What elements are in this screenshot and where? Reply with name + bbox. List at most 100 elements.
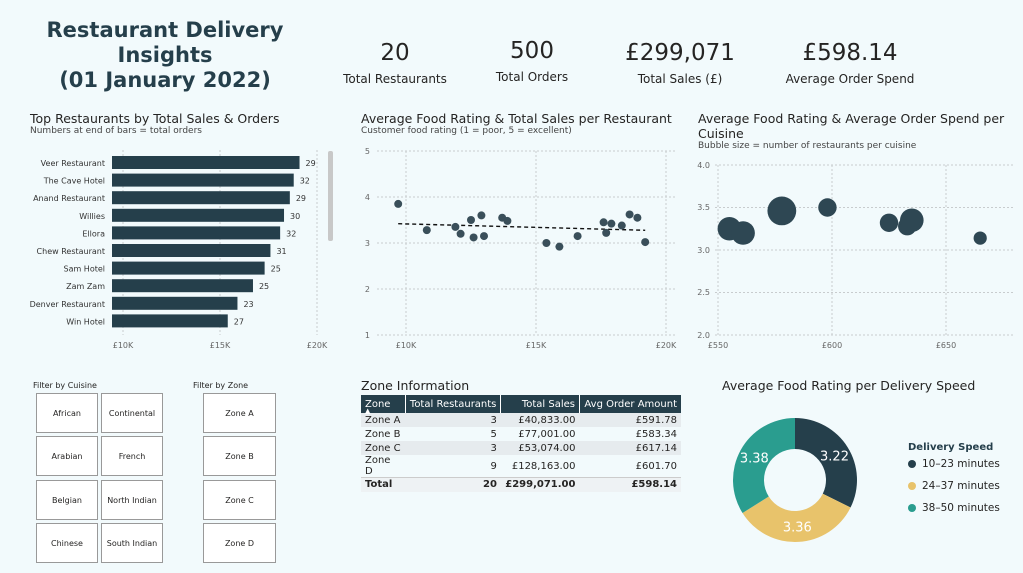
zone-tile-c[interactable]: Zone C: [203, 480, 276, 520]
legend-label: 10–23 minutes: [922, 458, 1000, 470]
bar: [112, 173, 294, 187]
bar: [112, 156, 300, 169]
data-label: 3.38: [740, 452, 769, 467]
table-cell: 20: [405, 477, 501, 492]
data-label: 25: [271, 265, 281, 274]
sort-ascending-icon: ▲: [365, 407, 371, 415]
cuisine-tile-french[interactable]: French: [101, 436, 163, 476]
kpi-average-order-spend: £598.14 Average Order Spend: [775, 40, 925, 86]
category-label: Willies: [79, 212, 105, 221]
column-header-total-sales[interactable]: Total Sales: [500, 395, 580, 413]
x-tick: £15K: [210, 341, 231, 350]
bar: [112, 244, 271, 257]
data-point: [456, 229, 465, 238]
bubble: [731, 221, 755, 245]
kpi-value: £299,071: [625, 40, 735, 66]
table-cell: 3: [405, 413, 501, 427]
data-point: [469, 233, 478, 242]
data-point: [503, 216, 512, 225]
bar: [112, 208, 285, 222]
page-title: Restaurant Delivery Insights (01 January…: [30, 18, 300, 93]
kpi-label: Total Sales (£): [637, 72, 723, 86]
category-label: The Cave Hotel: [43, 177, 105, 186]
x-tick: £10K: [113, 341, 134, 350]
donut-legend: Delivery Speed 10–23 minutes 24–37 minut…: [908, 442, 1000, 519]
zone-tile-a[interactable]: Zone A: [203, 393, 276, 433]
table-row: Zone B 5 £77,001.00 £583.34: [361, 427, 681, 441]
category-label: Veer Restaurant: [41, 159, 105, 168]
y-tick: 3.0: [697, 246, 710, 255]
zone-tile-b[interactable]: Zone B: [203, 436, 276, 476]
table-cell: £598.14: [579, 477, 681, 492]
y-tick: 3: [365, 239, 370, 248]
cuisine-tile-north-indian[interactable]: North Indian: [101, 480, 163, 520]
bar-chart-scrollbar[interactable]: [328, 151, 333, 241]
data-point: [542, 239, 551, 247]
category-label: Chew Restaurant: [37, 247, 105, 256]
title-line-3: (01 January 2022): [59, 68, 271, 92]
bubble: [900, 208, 924, 233]
bubble: [973, 231, 987, 245]
y-tick: 3.5: [697, 203, 710, 212]
category-label: Anand Restaurant: [33, 194, 105, 203]
data-label: 31: [276, 247, 286, 256]
cuisine-filter-label: Filter by Cuisine: [33, 381, 97, 390]
bar-chart-subtitle: Numbers at end of bars = total orders: [30, 126, 202, 136]
cuisine-tile-african[interactable]: African: [36, 393, 98, 433]
legend-item[interactable]: 10–23 minutes: [908, 453, 1000, 475]
column-header-avg-order-amount[interactable]: Avg Order Amount: [579, 395, 681, 413]
y-tick: 2.5: [697, 288, 710, 297]
table-cell: Zone C: [361, 441, 405, 455]
zone-tile-d[interactable]: Zone D: [203, 523, 276, 563]
cuisine-tile-south-indian[interactable]: South Indian: [101, 523, 163, 563]
zone-filter: Zone A Zone B Zone C Zone D: [203, 393, 278, 568]
table-cell: Zone B: [365, 428, 401, 440]
table-cell: £77,001.00: [518, 428, 576, 440]
legend-item[interactable]: 24–37 minutes: [908, 475, 1000, 497]
bubble: [818, 198, 837, 217]
x-tick: £550: [708, 341, 728, 350]
scatter-chart-header: Average Food Rating & Total Sales per Re…: [361, 111, 681, 136]
data-point: [599, 218, 608, 227]
x-tick: £600: [822, 341, 842, 350]
cuisine-tile-belgian[interactable]: Belgian: [36, 480, 98, 520]
category-label: Sam Hotel: [63, 265, 105, 274]
column-header-label: Zone: [365, 398, 391, 410]
data-label: 30: [290, 212, 300, 221]
data-label: 32: [286, 229, 296, 238]
bar: [112, 226, 281, 240]
bar: [112, 296, 238, 310]
legend-label: 24–37 minutes: [922, 480, 1000, 492]
y-tick: 1: [365, 331, 370, 340]
data-point: [607, 219, 616, 228]
legend-dot-icon: [908, 460, 916, 468]
x-tick: £650: [936, 341, 956, 350]
table-cell: 9: [490, 460, 497, 472]
zone-table: Zone ▲ Total Restaurants Total Sales Avg…: [361, 395, 681, 492]
cuisine-tile-chinese[interactable]: Chinese: [36, 523, 98, 563]
legend-label: 38–50 minutes: [922, 502, 1000, 514]
kpi-value: 20: [380, 40, 410, 66]
category-label: Denver Restaurant: [30, 300, 105, 309]
data-point: [602, 228, 611, 237]
kpi-total-restaurants: 20 Total Restaurants: [335, 40, 455, 86]
cuisine-tile-arabian[interactable]: Arabian: [36, 436, 98, 476]
table-cell: Zone D: [365, 455, 391, 477]
bubble-chart-title-line-1: Average Food Rating & Average Order Spen…: [698, 111, 1005, 126]
category-label: Win Hotel: [66, 317, 105, 326]
cuisine-tile-continental[interactable]: Continental: [101, 393, 163, 433]
data-point: [422, 226, 431, 235]
donut-slice: [742, 493, 851, 542]
title-line-1: Restaurant Delivery: [46, 18, 284, 42]
table-cell: 3: [405, 441, 501, 455]
cuisine-filter: African Continental Arabian French Belgi…: [36, 393, 166, 568]
bar: [112, 191, 290, 205]
legend-item[interactable]: 38–50 minutes: [908, 497, 1000, 519]
column-header-zone[interactable]: Zone ▲: [361, 395, 406, 415]
column-header-total-restaurants[interactable]: Total Restaurants: [405, 395, 502, 413]
bar: [112, 314, 228, 328]
kpi-label: Total Restaurants: [343, 72, 447, 86]
data-label: 3.36: [783, 520, 812, 535]
table-cell: Total: [361, 477, 405, 492]
data-label: 25: [259, 282, 269, 291]
